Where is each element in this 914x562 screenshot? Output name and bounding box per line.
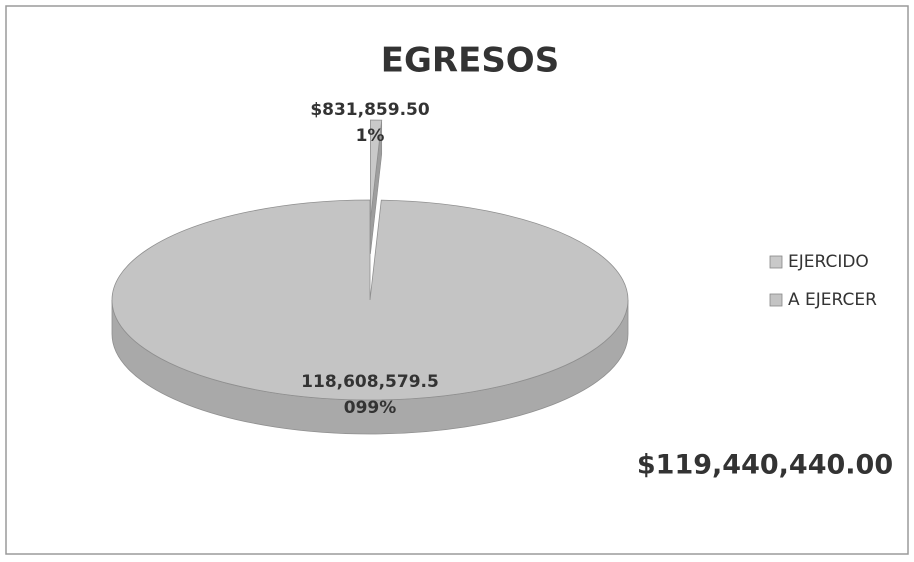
total-annotation: $119,440,440.00 xyxy=(637,450,893,481)
chart-title: EGRESOS xyxy=(381,41,559,81)
legend-swatch xyxy=(769,255,783,269)
pie-slice xyxy=(370,119,383,221)
value-label: $831,859.50 xyxy=(310,100,430,120)
pie-slice xyxy=(111,199,629,401)
legend-swatch xyxy=(769,293,783,307)
legend-label: A EJERCER xyxy=(788,290,877,310)
legend-label: EJERCIDO xyxy=(788,252,869,272)
percent-label: 1% xyxy=(356,126,385,146)
value-label: 118,608,579.5 xyxy=(301,372,439,392)
percent-label: 099% xyxy=(344,398,397,418)
